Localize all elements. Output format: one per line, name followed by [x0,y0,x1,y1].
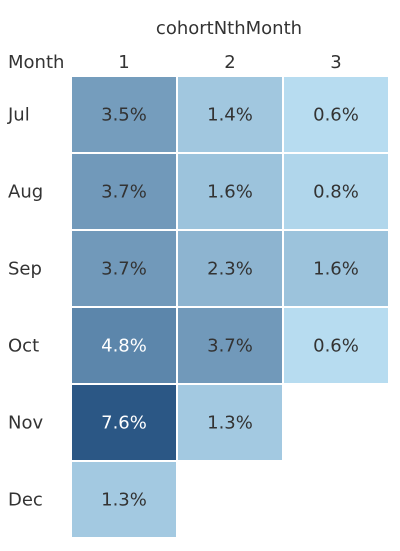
cell-label-sep-3: 1.6% [313,259,359,280]
heatmap-cell-nov-2 [178,385,282,460]
heatmap-cell-aug-2 [178,154,282,229]
cell-label-sep-1: 3.7% [101,259,147,280]
cell-label-jul-1: 3.5% [101,105,147,126]
cell-label-oct-3: 0.6% [313,336,359,357]
row-label-oct: Oct [8,336,39,357]
heatmap-cell-aug-3 [284,154,388,229]
cell-label-aug-1: 3.7% [101,182,147,203]
row-label-aug: Aug [8,182,43,203]
heatmap-cell-jul-1 [72,77,176,152]
heatmap-cell-sep-2 [178,231,282,306]
heatmap-cells: 3.5% 1.4% 0.6% 3.7% 1.6% 0.8% 3.7% 2.3% 1.6% 4.8%… [72,77,388,537]
cell-label-oct-2: 3.7% [207,336,253,357]
heatmap-cell-sep-3 [284,231,388,306]
column-header-1: 1 [118,52,129,73]
row-labels: Jul Aug Sep Oct Nov Dec [7,105,43,511]
cell-label-oct-1: 4.8% [101,336,147,357]
heatmap-cell-sep-1 [72,231,176,306]
heatmap-cell-oct-1 [72,308,176,383]
cell-label-sep-2: 2.3% [207,259,253,280]
cell-label-dec-1: 1.3% [101,490,147,511]
row-header-label: Month [8,52,64,73]
row-label-nov: Nov [8,413,43,434]
heatmap-cell-aug-1 [72,154,176,229]
cell-label-jul-2: 1.4% [207,105,253,126]
heatmap-cell-oct-2 [178,308,282,383]
heatmap-cell-nov-1 [72,385,176,460]
cell-label-nov-2: 1.3% [207,413,253,434]
row-label-sep: Sep [8,259,42,280]
column-headers: 1 2 3 [118,52,341,73]
cell-label-jul-3: 0.6% [313,105,359,126]
cell-label-aug-3: 0.8% [313,182,359,203]
heatmap-cell-oct-3 [284,308,388,383]
column-header-3: 3 [330,52,341,73]
heatmap-cell-jul-2 [178,77,282,152]
chart-title: cohortNthMonth [156,18,302,39]
cell-label-aug-2: 1.6% [207,182,253,203]
column-header-2: 2 [224,52,235,73]
heatmap-cell-dec-1 [72,462,176,537]
heatmap-cell-jul-3 [284,77,388,152]
row-label-jul: Jul [7,105,30,126]
row-label-dec: Dec [8,490,43,511]
cell-label-nov-1: 7.6% [101,413,147,434]
